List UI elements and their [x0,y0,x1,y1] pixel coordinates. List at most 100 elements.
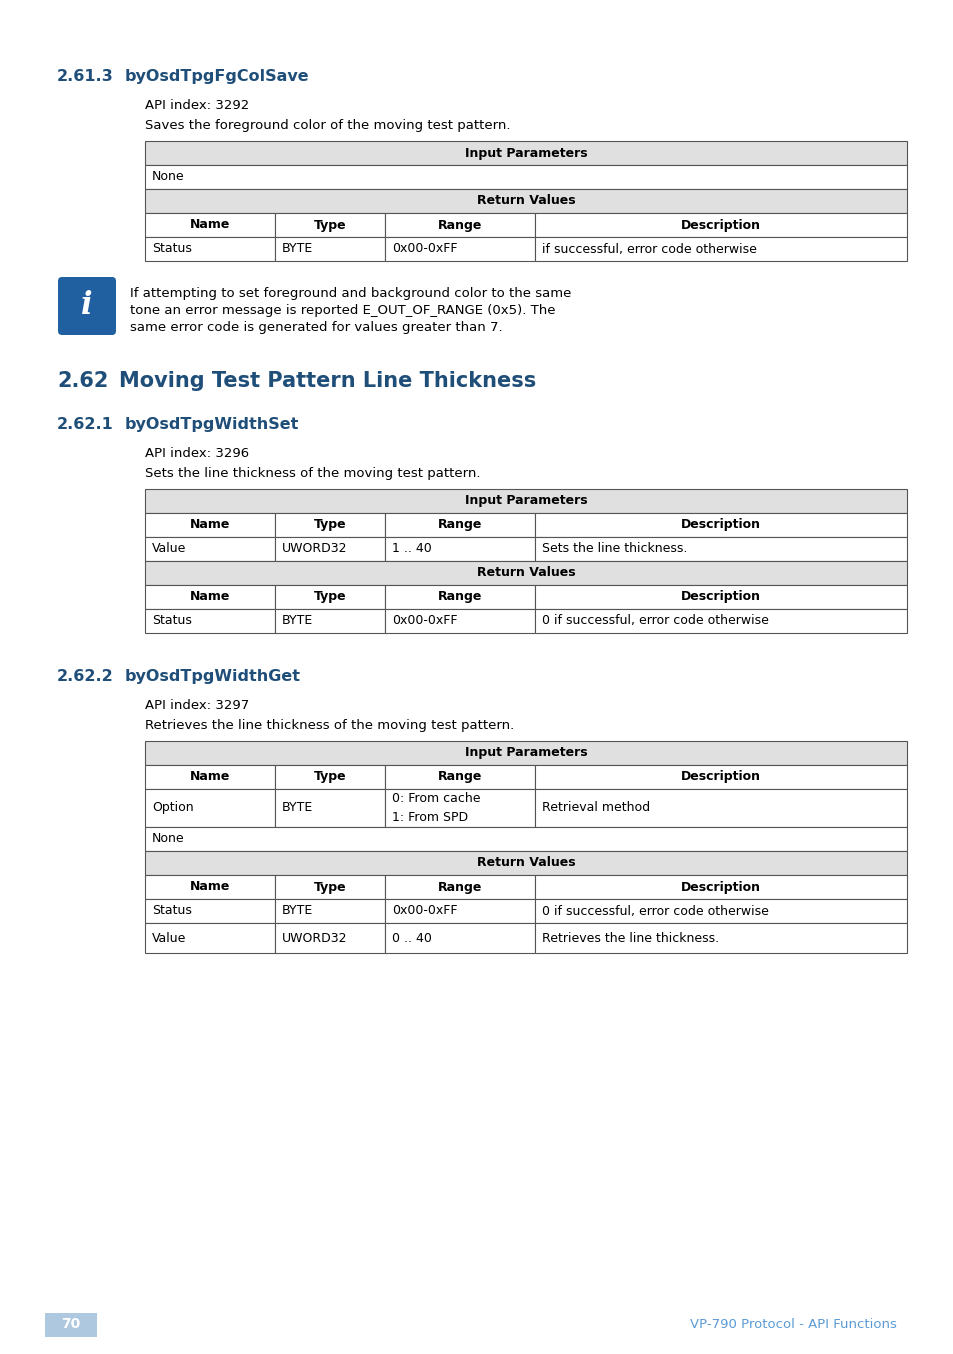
Text: Description: Description [680,590,760,604]
Bar [145,213,274,237]
Bar [145,141,906,165]
Bar [145,190,906,213]
Text: Value: Value [152,543,186,555]
Bar [535,513,906,538]
Text: None: None [152,833,185,845]
Text: 0x00-0xFF: 0x00-0xFF [392,904,457,918]
Bar [535,789,906,827]
Bar [274,789,385,827]
Text: Type: Type [314,590,346,604]
Text: BYTE: BYTE [282,802,313,815]
Text: Input Parameters: Input Parameters [464,146,587,160]
Bar [145,852,906,875]
Bar [145,538,274,561]
Text: Type: Type [314,519,346,532]
Bar [145,561,906,585]
Text: Input Parameters: Input Parameters [464,494,587,508]
Text: if successful, error code otherwise: if successful, error code otherwise [541,242,756,256]
Bar [145,827,906,852]
Bar [274,237,385,261]
Bar [145,513,274,538]
Text: Range: Range [437,770,481,784]
Text: Description: Description [680,880,760,894]
Text: Status: Status [152,242,192,256]
Text: byOsdTpgWidthGet: byOsdTpgWidthGet [125,669,301,684]
Text: 0x00-0xFF: 0x00-0xFF [392,242,457,256]
Text: i: i [81,291,92,321]
Text: Return Values: Return Values [476,566,575,580]
Bar [385,899,535,923]
Text: 2.62.1: 2.62.1 [57,417,113,432]
Bar [385,923,535,953]
Bar [145,899,274,923]
Bar [145,237,274,261]
Bar [145,165,906,190]
Bar [385,875,535,899]
Text: 2.62.2: 2.62.2 [57,669,113,684]
Bar [145,875,274,899]
Text: 2.62: 2.62 [57,371,109,391]
Text: tone an error message is reported E_OUT_OF_RANGE (0x5). The: tone an error message is reported E_OUT_… [130,305,555,317]
Text: Range: Range [437,519,481,532]
Text: Description: Description [680,519,760,532]
Text: Sets the line thickness of the moving test pattern.: Sets the line thickness of the moving te… [145,467,480,481]
Bar [385,765,535,789]
Bar [535,585,906,609]
Text: Value: Value [152,932,186,945]
Text: None: None [152,171,185,184]
Text: Type: Type [314,770,346,784]
Bar [274,585,385,609]
Bar [274,513,385,538]
Text: 1 .. 40: 1 .. 40 [392,543,432,555]
Bar [274,923,385,953]
Bar [274,213,385,237]
Bar [145,923,274,953]
Bar [274,609,385,634]
Text: Sets the line thickness.: Sets the line thickness. [541,543,687,555]
Text: same error code is generated for values greater than 7.: same error code is generated for values … [130,321,502,334]
Text: byOsdTpgWidthSet: byOsdTpgWidthSet [125,417,299,432]
Text: 1: From SPD: 1: From SPD [392,811,468,825]
Text: API index: 3297: API index: 3297 [145,699,249,712]
Text: 0 if successful, error code otherwise: 0 if successful, error code otherwise [541,615,768,627]
Bar [145,585,274,609]
Bar [385,213,535,237]
Text: 0x00-0xFF: 0x00-0xFF [392,615,457,627]
Bar [535,923,906,953]
Bar [535,609,906,634]
Bar [145,789,274,827]
FancyBboxPatch shape [58,278,116,334]
Bar [145,765,274,789]
Text: API index: 3296: API index: 3296 [145,447,249,460]
Bar [535,899,906,923]
Text: BYTE: BYTE [282,242,313,256]
Text: API index: 3292: API index: 3292 [145,99,249,112]
Text: Name: Name [190,590,230,604]
Text: Description: Description [680,218,760,232]
Text: Return Values: Return Values [476,857,575,869]
Bar [385,237,535,261]
Text: 0 if successful, error code otherwise: 0 if successful, error code otherwise [541,904,768,918]
Bar [145,741,906,765]
Bar [535,237,906,261]
Bar [385,585,535,609]
Text: Option: Option [152,802,193,815]
Text: Status: Status [152,615,192,627]
Bar [535,765,906,789]
Text: 0: From cache: 0: From cache [392,792,480,806]
Text: BYTE: BYTE [282,615,313,627]
Bar [535,538,906,561]
Bar [274,899,385,923]
Text: 70: 70 [61,1317,81,1331]
Text: Name: Name [190,880,230,894]
Bar [385,789,535,827]
Text: Retrieves the line thickness of the moving test pattern.: Retrieves the line thickness of the movi… [145,719,514,733]
Text: Moving Test Pattern Line Thickness: Moving Test Pattern Line Thickness [119,371,536,391]
Text: Return Values: Return Values [476,195,575,207]
Text: byOsdTpgFgColSave: byOsdTpgFgColSave [125,69,310,84]
Text: Retrieves the line thickness.: Retrieves the line thickness. [541,932,719,945]
Bar [385,513,535,538]
Bar [385,538,535,561]
Text: Range: Range [437,590,481,604]
Bar [145,489,906,513]
